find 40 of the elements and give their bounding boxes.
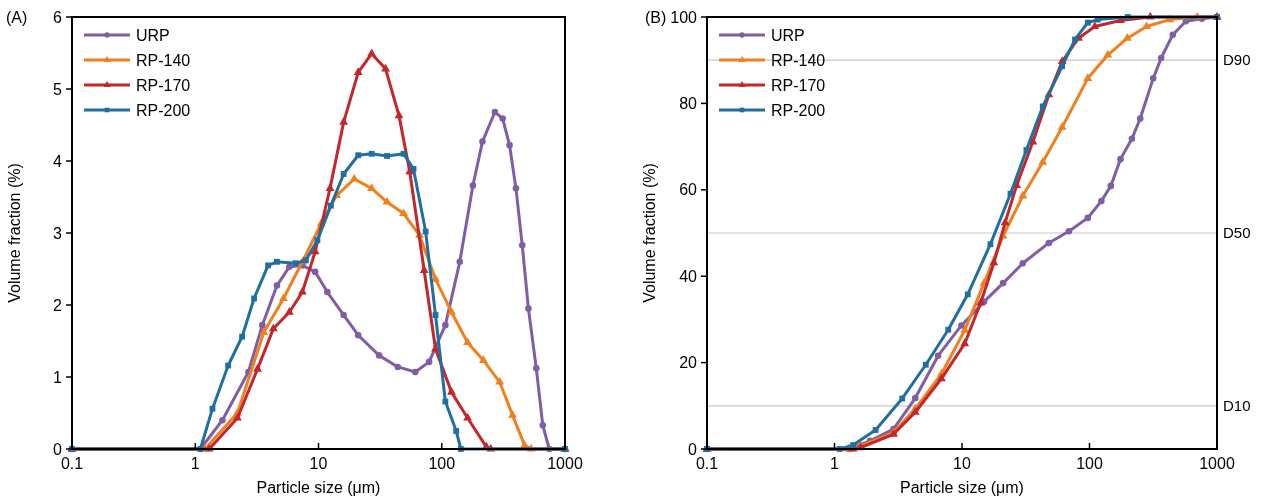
y-tick-label: 100	[670, 8, 698, 26]
ref-line-label: D90	[1223, 51, 1251, 69]
y-tick-label: 80	[679, 95, 698, 112]
y-tick-label: 3	[53, 224, 63, 242]
chart-title: (B)	[645, 9, 667, 26]
legend-label: RP-140	[771, 51, 826, 69]
x-tick-label: 0.1	[695, 455, 719, 472]
x-tick-label: 1000	[547, 455, 583, 472]
legend-label: RP-140	[136, 51, 191, 69]
x-tick-label: 1000	[1199, 455, 1235, 472]
legend-label: RP-170	[771, 76, 826, 94]
y-tick-label: 20	[679, 354, 698, 372]
x-axis-title: Particle size (μm)	[900, 479, 1024, 496]
y-tick-label: 2	[53, 296, 63, 314]
y-tick-label: 0	[53, 440, 63, 458]
y-tick-label: 6	[53, 8, 63, 26]
y-axis-title: Volume fraction (%)	[641, 163, 658, 303]
legend-label: RP-170	[136, 76, 191, 94]
ref-line-label: D10	[1223, 397, 1251, 415]
legend-label: URP	[771, 26, 805, 44]
y-tick-label: 0	[688, 440, 698, 458]
y-tick-label: 1	[53, 368, 63, 386]
x-tick-label: 1	[190, 455, 200, 472]
x-axis-title: Particle size (μm)	[256, 479, 381, 496]
y-axis-title: Volume fraction (%)	[6, 163, 23, 303]
legend-label: URP	[136, 26, 170, 44]
y-tick-label: 40	[679, 267, 698, 285]
y-tick-label: 60	[679, 181, 698, 199]
x-tick-label: 10	[309, 455, 328, 472]
chart-title: (A)	[6, 9, 28, 26]
x-tick-label: 0.1	[60, 455, 84, 472]
y-tick-label: 4	[53, 152, 63, 170]
x-tick-label: 100	[1076, 455, 1103, 472]
ref-line-label: D50	[1223, 224, 1251, 242]
x-tick-label: 100	[428, 455, 456, 472]
y-tick-label: 5	[53, 80, 63, 98]
x-tick-label: 10	[953, 455, 971, 472]
legend-label: RP-200	[136, 101, 191, 119]
legend-label: RP-200	[771, 101, 826, 119]
x-tick-label: 1	[830, 455, 840, 472]
